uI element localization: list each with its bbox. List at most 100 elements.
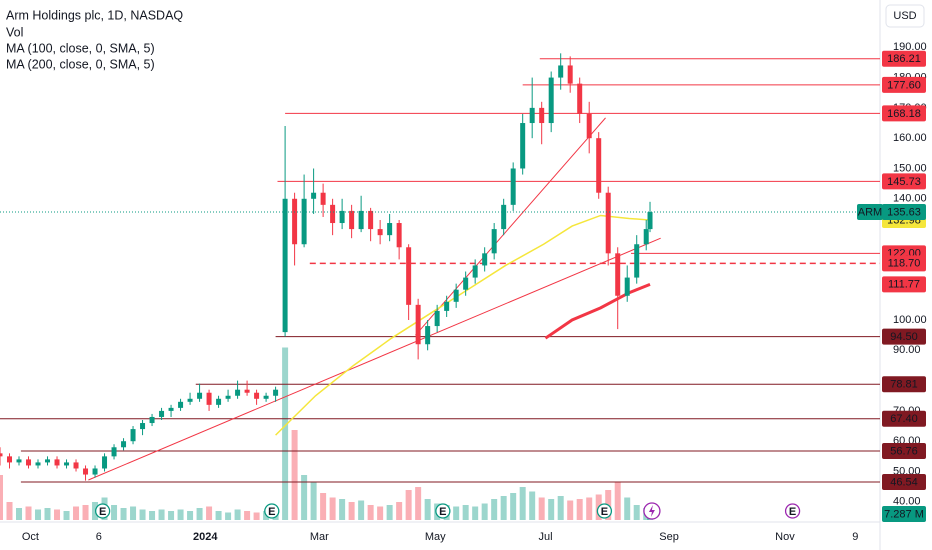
candle-body xyxy=(453,289,459,302)
x-tick-label: Mar xyxy=(310,531,329,543)
candle-body xyxy=(358,210,364,230)
volume-bar xyxy=(367,505,374,520)
volume-bar xyxy=(111,505,118,520)
volume-bar xyxy=(472,506,479,520)
candle-body xyxy=(111,447,117,457)
candle-body xyxy=(330,204,336,224)
y-tick-label: 100.00 xyxy=(893,314,927,326)
moving-average xyxy=(544,282,651,340)
volume-bar xyxy=(548,499,555,520)
candle-body xyxy=(377,229,383,236)
candle-body xyxy=(634,244,640,278)
volume-bar xyxy=(73,506,80,520)
earnings-label: E xyxy=(789,506,796,518)
candle-body xyxy=(121,441,127,448)
volume-bar xyxy=(16,508,23,520)
earnings-event xyxy=(596,503,613,519)
volume-bar xyxy=(453,506,460,520)
ma100-legend: MA (100, close, 0, SMA, 5) xyxy=(6,41,155,55)
price-tag-label: 145.73 xyxy=(887,176,921,188)
candle-body xyxy=(206,392,212,405)
candle-body xyxy=(35,462,41,466)
currency[interactable]: USD xyxy=(893,10,916,22)
candle-body xyxy=(339,210,345,224)
price-tag-label: 135.63 xyxy=(887,206,921,218)
price-tag xyxy=(882,328,926,345)
candle-body xyxy=(624,277,630,296)
candle-body xyxy=(197,392,203,399)
candle-body xyxy=(615,253,621,296)
volume-bar xyxy=(491,499,498,520)
volume-bar xyxy=(139,509,146,520)
candle-body xyxy=(301,198,307,245)
volume-legend: Vol xyxy=(6,25,23,39)
volume-tag xyxy=(882,506,926,522)
candle-body xyxy=(235,389,241,396)
volume-bar xyxy=(462,505,469,520)
volume-bar xyxy=(25,506,32,520)
x-tick-label: Nov xyxy=(775,531,795,543)
candle-body xyxy=(387,223,393,236)
volume-bar xyxy=(120,508,127,520)
volume-bar xyxy=(557,496,564,520)
ma200-legend: MA (200, close, 0, SMA, 5) xyxy=(6,57,155,71)
candle-body xyxy=(586,113,592,139)
earnings-label: E xyxy=(268,506,275,518)
candle-body xyxy=(244,389,250,393)
y-tick-label: 140.00 xyxy=(893,193,927,205)
candle-body xyxy=(548,77,554,124)
candle-body xyxy=(520,123,526,169)
candle-body xyxy=(501,204,507,230)
currency-button[interactable] xyxy=(885,4,925,28)
candle-body xyxy=(482,253,488,266)
volume-bar xyxy=(177,509,184,520)
volume-bar xyxy=(633,505,640,520)
volume-bar xyxy=(614,482,621,520)
price-tag xyxy=(882,204,926,221)
volume-bar xyxy=(158,509,165,520)
candle-body xyxy=(510,168,516,205)
volume-bar xyxy=(396,502,403,520)
volume-bar xyxy=(6,502,13,520)
volume-bar xyxy=(424,499,431,520)
candle-body xyxy=(463,277,469,290)
price-tag xyxy=(882,276,926,293)
chart-title: Arm Holdings plc, 1D, NASDAQ xyxy=(6,8,183,22)
volume-bar xyxy=(358,500,365,520)
volume-bar xyxy=(519,487,526,520)
volume-bar xyxy=(481,503,488,520)
earnings-event xyxy=(94,503,111,519)
candle-body xyxy=(558,65,564,78)
candle-body xyxy=(273,389,279,396)
candle-body xyxy=(349,210,355,230)
volume-bar xyxy=(291,430,298,520)
volume-bar xyxy=(500,496,507,520)
price-tag-label: 111.77 xyxy=(888,279,920,291)
y-tick-label: 190.00 xyxy=(893,41,927,53)
earnings-label: E xyxy=(601,506,608,518)
candle-body xyxy=(187,398,193,402)
trendline xyxy=(88,237,661,481)
earnings-event xyxy=(435,503,451,519)
price-tag xyxy=(882,410,926,427)
volume-bar xyxy=(149,511,156,520)
volume-tag-label: 7.287 M xyxy=(884,508,924,520)
volume-bar xyxy=(54,509,61,520)
volume-bar xyxy=(538,497,545,520)
candle-body xyxy=(73,462,79,469)
price-tag xyxy=(882,474,926,490)
price-tag-label: 186.21 xyxy=(887,53,921,65)
price-tag xyxy=(882,255,926,272)
candle-body xyxy=(0,453,3,457)
price-tag-label: 122.00 xyxy=(887,248,921,260)
x-tick-label: Jul xyxy=(538,531,552,543)
volume-bar xyxy=(510,493,517,520)
candle-body xyxy=(64,462,70,466)
candle-body xyxy=(26,459,32,466)
volume-bar xyxy=(586,497,593,520)
candle-body xyxy=(444,301,450,311)
candle-body xyxy=(292,198,298,245)
candle-body xyxy=(529,107,535,124)
volume-bar xyxy=(168,511,175,520)
